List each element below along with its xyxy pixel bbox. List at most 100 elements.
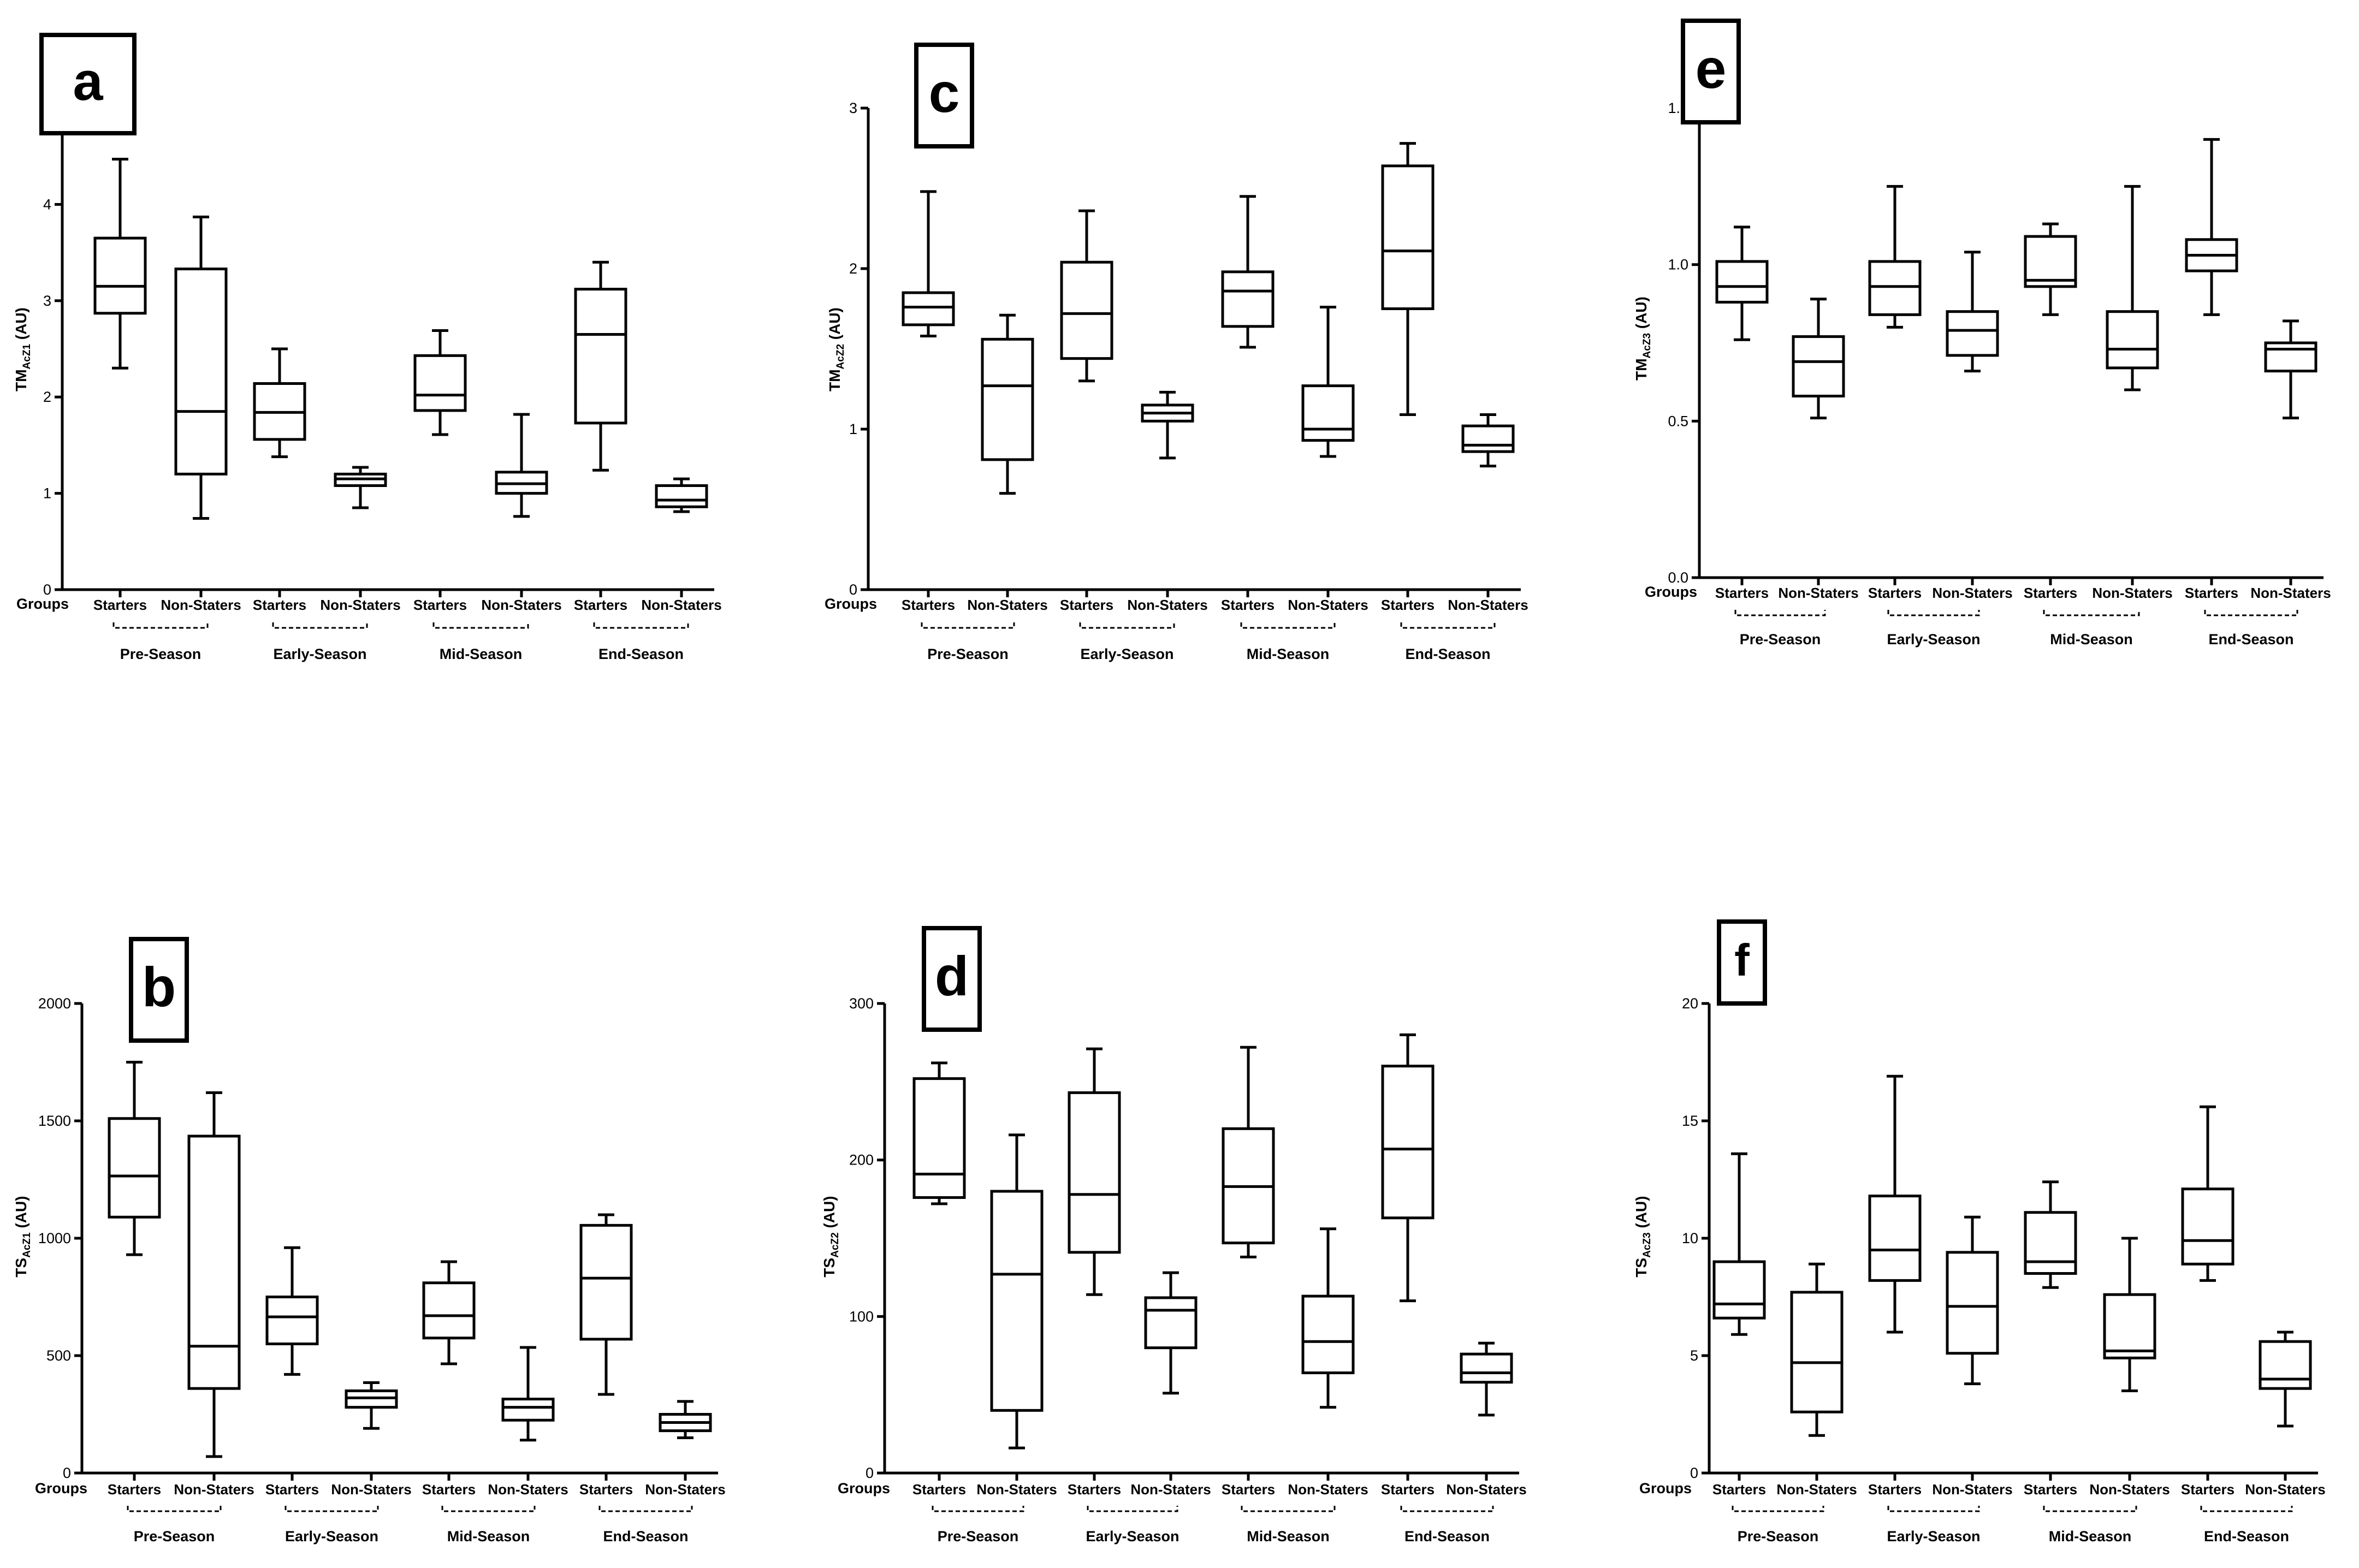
period-bracket [2043, 610, 2140, 616]
y-tick-label: 300 [849, 995, 874, 1012]
box-end-season-starters [1381, 1033, 1435, 1303]
period-bracket [598, 1506, 693, 1512]
period-label: Early-Season [1887, 631, 1980, 648]
panel-badge-box [922, 926, 982, 1032]
box-end-season-non-staters [659, 1400, 712, 1439]
panel-badge-label: d [935, 945, 969, 1007]
box-iqr [579, 1223, 633, 1341]
box-pre-season-starters [108, 1061, 161, 1256]
group-label: Starters [1381, 1481, 1435, 1498]
period-bracket [1241, 1506, 1336, 1512]
group-label: Starters [1068, 1481, 1121, 1498]
groups-axis-label: Groups [1639, 1480, 1692, 1496]
group-label: Non-Staters [641, 597, 721, 613]
box-iqr [1060, 260, 1113, 360]
box-iqr [981, 337, 1034, 461]
group-label: Non-Staters [2092, 585, 2172, 601]
box-pre-season-non-staters [990, 1133, 1044, 1450]
box-iqr [2181, 1187, 2234, 1266]
panel-badge-label: b [142, 956, 176, 1018]
period-label: Pre-Season [1738, 1528, 1819, 1545]
period-label: End-Season [603, 1528, 688, 1545]
group-label: Non-Staters [331, 1481, 411, 1498]
group-label: Starters [574, 597, 627, 613]
period-bracket [1734, 610, 1826, 616]
period-label: End-Season [1404, 1528, 1490, 1545]
box-iqr [655, 484, 708, 508]
box-mid-season-non-staters [2106, 185, 2159, 391]
y-tick-label: 100 [849, 1308, 874, 1325]
box-mid-season-starters [1221, 195, 1275, 349]
period-bracket [1087, 1506, 1178, 1512]
group-label: Non-Staters [1127, 597, 1207, 613]
box-pre-season-non-staters [981, 313, 1034, 495]
groups-axis-label: Groups [16, 596, 69, 612]
box-end-season-starters [1381, 142, 1435, 417]
panel-badge-label: f [1734, 935, 1750, 985]
box-mid-season-starters [422, 1260, 476, 1365]
panel-b: 0 500 1000 1500 2000 TSAcZ1 (AU) Starters Non-S… [13, 937, 726, 1545]
period-bracket [921, 622, 1015, 629]
period-label: Pre-Season [938, 1528, 1019, 1545]
y-tick-label: 15 [1682, 1113, 1698, 1129]
group-label: Starters [265, 1481, 319, 1498]
group-label: Starters [2024, 585, 2077, 601]
group-label: Starters [912, 1481, 966, 1498]
period-label: Mid-Season [1247, 646, 1330, 662]
box-end-season-starters [2185, 138, 2238, 316]
group-label: Starters [1868, 1481, 1922, 1498]
period-bracket [2204, 610, 2298, 616]
box-iqr [1461, 424, 1515, 453]
panel-badge-box [914, 43, 974, 149]
box-iqr [2106, 310, 2159, 370]
period-bracket [2043, 1506, 2137, 1512]
period-label: Early-Season [1080, 646, 1173, 662]
y-tick-label: 10 [1682, 1230, 1698, 1246]
box-iqr [187, 1135, 241, 1390]
group-label: Starters [93, 597, 147, 613]
group-label: Non-Staters [2089, 1481, 2170, 1498]
group-label: Non-Staters [1932, 585, 2012, 601]
period-label: End-Season [1405, 646, 1490, 662]
period-bracket [1732, 1506, 1824, 1512]
y-tick-label: 2 [43, 389, 51, 405]
groups-axis-label: Groups [825, 596, 877, 612]
y-tick-label: 0 [1690, 1465, 1698, 1481]
group-label: Starters [2185, 585, 2238, 601]
box-pre-season-starters [1715, 225, 1769, 341]
box-pre-season-starters [902, 190, 955, 337]
box-early-season-starters [1868, 1074, 1922, 1334]
panel-badge-box [1681, 19, 1741, 124]
box-early-season-non-staters [1141, 390, 1194, 460]
y-tick-label: 1 [43, 485, 51, 502]
period-bracket [127, 1506, 222, 1512]
box-end-season-non-staters [2264, 319, 2317, 420]
y-tick-label: 3 [849, 100, 857, 116]
box-iqr [1301, 1294, 1355, 1375]
y-tick-label: 0 [849, 581, 857, 598]
box-iqr [265, 1296, 319, 1345]
period-bracket [1240, 622, 1336, 629]
box-early-season-non-staters [1144, 1271, 1198, 1395]
box-iqr [574, 288, 627, 425]
period-label: Early-Season [1086, 1528, 1179, 1545]
box-mid-season-non-staters [1301, 306, 1355, 458]
box-end-season-non-staters [655, 477, 708, 513]
y-tick-label: 200 [849, 1152, 874, 1168]
panel-badge-label: c [929, 62, 960, 124]
groups-axis-label: Groups [1645, 584, 1697, 600]
box-iqr [413, 354, 467, 412]
box-end-season-non-staters [1461, 413, 1515, 468]
y-axis-label: TMAcZ1 (AU) [13, 307, 33, 391]
group-label: Non-Staters [1288, 597, 1368, 613]
period-bracket [1079, 622, 1175, 629]
group-label: Starters [1868, 585, 1922, 601]
period-label: Early-Season [273, 646, 366, 662]
y-tick-label: 0.0 [1668, 569, 1688, 586]
y-tick-label: 2 [849, 260, 857, 277]
group-label: Starters [579, 1481, 633, 1498]
box-iqr [1715, 260, 1769, 304]
box-iqr [2024, 235, 2077, 288]
y-tick-label: 5 [1690, 1347, 1698, 1364]
